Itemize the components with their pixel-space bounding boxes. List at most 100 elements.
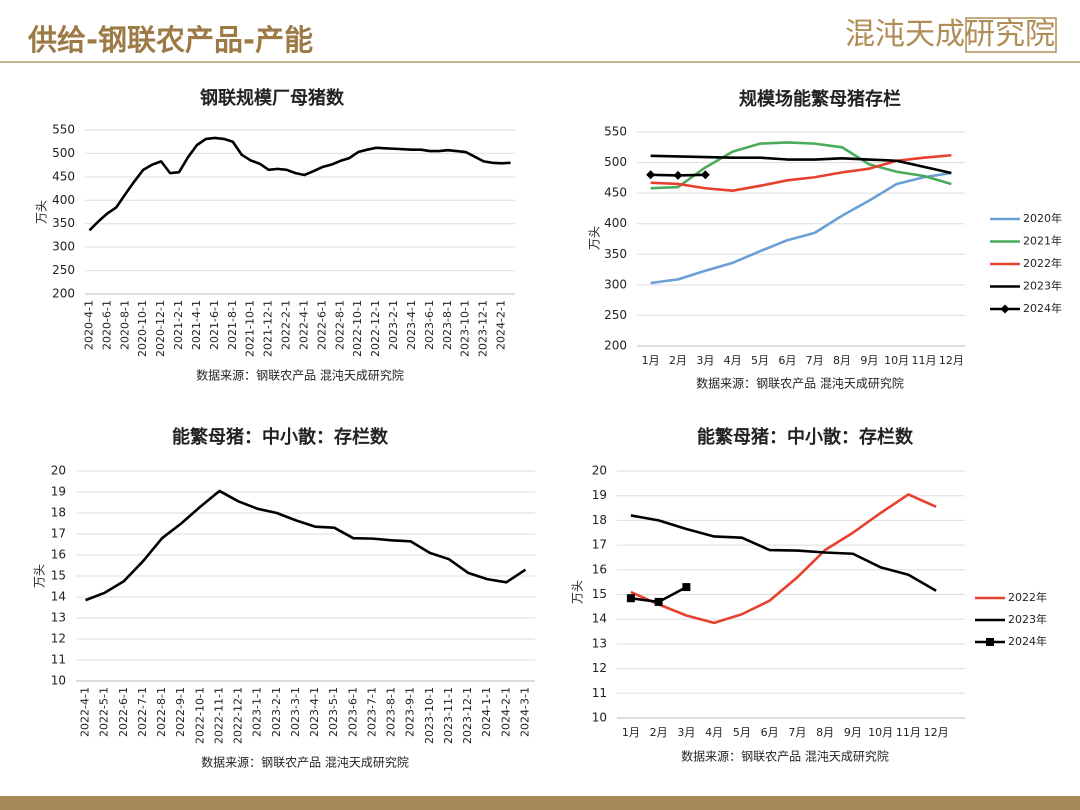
source-note: 数据来源：钢联农产品 混沌天成研究院 xyxy=(696,376,904,391)
x-tick-label: 2020-8-1 xyxy=(118,300,131,350)
x-tick-label: 2月 xyxy=(669,354,687,367)
y-tick-label: 16 xyxy=(51,548,66,562)
x-tick-label: 3月 xyxy=(677,726,695,739)
chart-title: 能繁母猪：中小散：存栏数 xyxy=(697,426,914,448)
y-tick-label: 550 xyxy=(52,123,75,137)
y-tick-label: 400 xyxy=(52,193,75,207)
x-tick-label: 2023-4-1 xyxy=(405,300,418,350)
page-title: 供给-钢联农产品-产能 xyxy=(27,23,313,57)
x-tick-label: 2024-1-1 xyxy=(480,687,493,737)
chart-title: 规模场能繁母猪存栏 xyxy=(739,88,901,110)
x-tick-label: 2021-2-1 xyxy=(172,300,185,350)
legend-label: 2021年 xyxy=(1023,234,1062,248)
chart-title: 能繁母猪：中小散：存栏数 xyxy=(172,426,389,448)
data-line xyxy=(650,141,952,190)
x-tick-label: 2022-4-1 xyxy=(79,687,92,737)
y-tick-label: 350 xyxy=(604,247,627,261)
y-tick-label: 400 xyxy=(604,216,627,230)
x-tick-label: 2023-6-1 xyxy=(423,300,436,350)
y-tick-label: 19 xyxy=(592,488,607,502)
y-tick-label: 250 xyxy=(52,263,75,277)
x-tick-label: 3月 xyxy=(696,354,714,367)
legend-label: 2022年 xyxy=(1008,590,1047,604)
x-tick-label: 2022-7-1 xyxy=(136,687,149,737)
marker xyxy=(646,170,656,180)
x-tick-label: 2022-12-1 xyxy=(369,300,382,357)
y-tick-label: 17 xyxy=(592,538,607,552)
x-tick-label: 2023-8-1 xyxy=(385,687,398,737)
x-tick-label: 2023-6-1 xyxy=(346,687,359,737)
x-tick-label: 10月 xyxy=(868,726,893,739)
x-tick-label: 12月 xyxy=(924,726,949,739)
x-tick-label: 12月 xyxy=(939,354,964,367)
marker xyxy=(654,597,663,606)
x-tick-label: 2024-2-1 xyxy=(499,687,512,737)
x-tick-label: 2022-6-1 xyxy=(117,687,130,737)
x-tick-label: 2023-9-1 xyxy=(404,687,417,737)
x-tick-label: 2023-2-1 xyxy=(387,300,400,350)
x-tick-label: 8月 xyxy=(833,354,851,367)
x-tick-label: 8月 xyxy=(816,726,834,739)
x-tick-label: 2020-12-1 xyxy=(154,300,167,357)
marker xyxy=(626,594,635,603)
marker xyxy=(1000,304,1010,314)
x-tick-label: 2020-10-1 xyxy=(136,300,149,357)
x-tick-label: 4月 xyxy=(724,354,742,367)
x-tick-label: 2023-2-1 xyxy=(270,687,283,737)
x-tick-label: 2022-2-1 xyxy=(280,300,293,350)
y-tick-label: 450 xyxy=(604,186,627,200)
x-tick-label: 2023-1-1 xyxy=(251,687,264,737)
x-tick-label: 11月 xyxy=(912,354,937,367)
x-tick-label: 6月 xyxy=(761,726,779,739)
x-tick-label: 2023-11-1 xyxy=(442,687,455,744)
x-tick-label: 2022-4-1 xyxy=(297,300,310,350)
x-tick-label: 2020-4-1 xyxy=(82,300,95,350)
y-tick-label: 15 xyxy=(592,587,607,601)
x-tick-label: 5月 xyxy=(751,354,769,367)
data-line xyxy=(85,489,527,602)
y-tick-label: 11 xyxy=(592,686,607,700)
x-tick-label: 2023-4-1 xyxy=(308,687,321,737)
y-tick-label: 300 xyxy=(604,277,627,291)
x-tick-label: 4月 xyxy=(705,726,723,739)
data-line xyxy=(650,154,952,175)
source-note: 数据来源：钢联农产品 混沌天成研究院 xyxy=(196,368,404,383)
x-tick-label: 2022-11-1 xyxy=(212,687,225,744)
source-note: 数据来源：钢联农产品 混沌天成研究院 xyxy=(681,749,889,764)
x-tick-label: 2022-10-1 xyxy=(193,687,206,744)
x-tick-label: 2021-8-1 xyxy=(226,300,239,350)
data-line xyxy=(650,171,952,285)
y-tick-label: 20 xyxy=(592,464,607,478)
y-tick-label: 19 xyxy=(51,485,66,499)
x-tick-label: 11月 xyxy=(896,726,921,739)
y-tick-label: 15 xyxy=(51,569,66,583)
x-tick-label: 2020-6-1 xyxy=(100,300,113,350)
x-tick-label: 2023-3-1 xyxy=(289,687,302,737)
x-tick-label: 9月 xyxy=(844,726,862,739)
y-tick-label: 14 xyxy=(592,612,607,626)
x-tick-label: 2024-2-1 xyxy=(495,300,508,350)
y-tick-label: 250 xyxy=(604,308,627,322)
y-axis-label: 万头 xyxy=(588,226,602,250)
x-tick-label: 6月 xyxy=(778,354,796,367)
y-tick-label: 350 xyxy=(52,216,75,230)
y-tick-label: 11 xyxy=(51,653,66,667)
y-axis-label: 万头 xyxy=(571,580,585,604)
x-tick-label: 2023-12-1 xyxy=(461,687,474,744)
y-tick-label: 18 xyxy=(592,513,607,527)
x-tick-label: 9月 xyxy=(860,354,878,367)
x-tick-label: 2022-12-1 xyxy=(232,687,245,744)
legend-label: 2022年 xyxy=(1023,256,1062,270)
x-tick-label: 2021-6-1 xyxy=(208,300,221,350)
marker xyxy=(673,170,683,180)
y-tick-label: 200 xyxy=(604,339,627,353)
y-axis-label: 万头 xyxy=(33,564,47,588)
x-tick-label: 2022-5-1 xyxy=(98,687,111,737)
footer-bar xyxy=(0,796,1080,810)
y-tick-label: 17 xyxy=(51,527,66,541)
x-tick-label: 2021-12-1 xyxy=(262,300,275,357)
x-tick-label: 2023-12-1 xyxy=(477,300,490,357)
x-tick-label: 2022-8-1 xyxy=(333,300,346,350)
x-tick-label: 1月 xyxy=(622,726,640,739)
